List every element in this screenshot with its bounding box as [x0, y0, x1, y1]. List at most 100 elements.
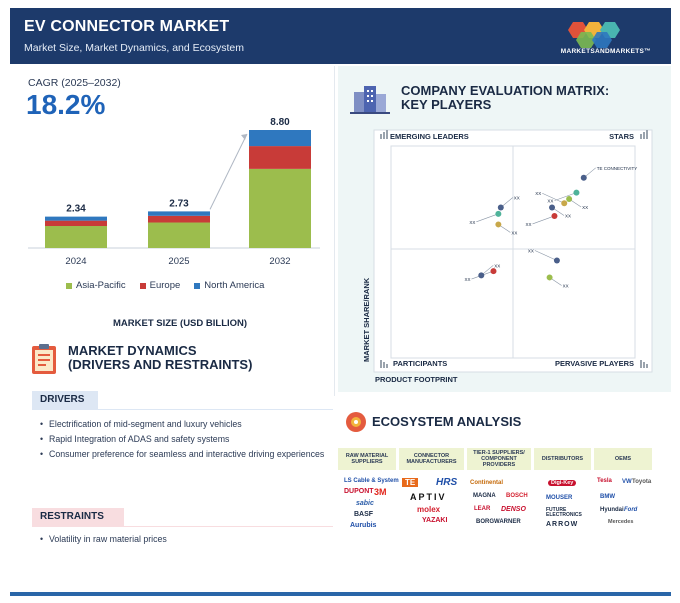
- logo-bosch: BOSCH: [506, 493, 528, 499]
- ecosystem-column-tier1-suppliers: TIER-1 SUPPLIERS/ COMPONENT PROVIDERS: [467, 448, 531, 470]
- matrix-title: COMPANY EVALUATION MATRIX: KEY PLAYERS: [401, 84, 609, 112]
- bar-value-label: 8.80: [270, 117, 290, 128]
- driver-item: Consumer preference for seamless and int…: [40, 448, 330, 460]
- logo-denso: DENSO: [501, 506, 526, 513]
- bar-rising-icon: [640, 130, 648, 139]
- logo-bmw: BMW: [600, 494, 615, 500]
- player-label: XX: [528, 248, 534, 253]
- bar-falling-icon: [380, 360, 388, 368]
- logo-arrow: ARROW: [546, 521, 579, 528]
- dynamics-title-line2: (DRIVERS AND RESTRAINTS): [68, 357, 253, 372]
- bar-segment-2024-0: [45, 226, 107, 248]
- legend-swatch: [139, 282, 146, 289]
- player-marker: [495, 210, 502, 217]
- player-marker: [551, 212, 558, 219]
- legend-label: North America: [204, 280, 265, 291]
- cagr-label: CAGR (2025–2032): [28, 77, 121, 89]
- player-label: XX: [511, 230, 517, 235]
- bar-value-label: 2.73: [169, 198, 189, 209]
- player-label: TE CONNECTIVITY: [597, 166, 638, 171]
- ecosystem-column-oems: OEMS: [594, 448, 652, 470]
- logo-mouser: MOUSER: [546, 495, 573, 501]
- logo-toyota: Toyota: [632, 479, 652, 485]
- logo-ford: Ford: [624, 507, 638, 513]
- logo-hyundai: Hyundai: [600, 507, 624, 513]
- logo-vw: VW: [622, 479, 632, 485]
- ecosystem-title: ECOSYSTEM ANALYSIS: [372, 414, 522, 429]
- player-leader-line: [532, 215, 555, 225]
- player-marker: [490, 268, 497, 275]
- player-label: XX: [582, 205, 588, 210]
- quadrant-label-pervasive-players: PERVASIVE PLAYERS: [555, 359, 634, 368]
- matrix-title-line2: KEY PLAYERS: [401, 97, 492, 112]
- x-tick-label: 2025: [168, 256, 189, 267]
- x-tick-label: 2024: [65, 256, 86, 267]
- quadrant-label-participants: PARTICIPANTS: [393, 359, 447, 368]
- evaluation-matrix-panel: COMPANY EVALUATION MATRIX: KEY PLAYERS E…: [338, 66, 671, 392]
- page-subtitle: Market Size, Market Dynamics, and Ecosys…: [24, 42, 244, 54]
- ecosystem-panel: ECOSYSTEM ANALYSIS RAW MATERIAL SUPPLIER…: [338, 396, 671, 586]
- player-leader-line: [534, 250, 558, 261]
- player-label: XX: [464, 277, 470, 282]
- legend-label: Europe: [149, 280, 181, 291]
- bar-falling-icon: [640, 360, 648, 368]
- bar-segment-2025-0: [148, 222, 210, 248]
- driver-item: Rapid Integration of ADAS and safety sys…: [40, 433, 330, 445]
- bar-segment-2032-0: [249, 168, 311, 248]
- player-marker: [495, 221, 502, 228]
- player-marker: [561, 200, 568, 207]
- logo-sabic: sabic: [356, 500, 374, 507]
- ecosystem-column-connector-manufacturers: CONNECTOR MANUFACTURERS: [399, 448, 464, 470]
- player-label: XX: [565, 213, 571, 218]
- player-marker: [580, 174, 587, 181]
- logo-tesla: Tesla: [597, 478, 612, 484]
- buildings-icon: [350, 86, 390, 114]
- page-title: EV CONNECTOR MARKET: [24, 18, 230, 35]
- player-marker: [549, 204, 556, 211]
- legend-item-europe: Europe: [139, 280, 181, 291]
- logo-dupont: DUPONT: [344, 488, 374, 495]
- clipboard-icon: [32, 344, 56, 374]
- dynamics-title-line1: MARKET DYNAMICS: [68, 343, 197, 358]
- player-leader-line: [554, 192, 577, 201]
- restraints-heading: RESTRAINTS: [32, 508, 124, 526]
- logo-molex: molex: [417, 505, 441, 514]
- chart-legend: Asia-Pacific Europe North America: [66, 280, 264, 291]
- logo-te: TE: [402, 478, 419, 487]
- player-label: XX: [494, 263, 500, 268]
- player-label: XX: [547, 199, 553, 204]
- bar-value-label: 2.34: [66, 204, 86, 215]
- bar-rising-icon: [380, 130, 388, 139]
- chart-x-label: MARKET SIZE (USD BILLION): [113, 318, 248, 329]
- footer-bar: [10, 592, 671, 596]
- dynamics-title: MARKET DYNAMICS (DRIVERS AND RESTRAINTS): [68, 344, 252, 372]
- ecosystem-column-distributors: DISTRIBUTORS: [534, 448, 591, 470]
- logo-aptiv: APTIV: [410, 492, 447, 502]
- logo-3m: 3M: [374, 487, 387, 497]
- legend-label: Asia-Pacific: [76, 280, 126, 291]
- matrix-x-axis-label: PRODUCT FOOTPRINT: [375, 375, 458, 384]
- brand-logo-icon: [568, 22, 620, 48]
- logo-ls-cable: LS Cable & System: [344, 478, 399, 484]
- player-marker: [546, 274, 553, 281]
- player-marker: [497, 204, 504, 211]
- brand-name: MARKETSANDMARKETS™: [560, 48, 651, 55]
- ecosystem-column-raw-materials: RAW MATERIAL SUPPLIERS: [338, 448, 396, 470]
- page-header: EV CONNECTOR MARKET Market Size, Market …: [10, 8, 671, 64]
- bar-segment-2025-2: [148, 211, 210, 216]
- matrix-title-line1: COMPANY EVALUATION MATRIX:: [401, 83, 610, 98]
- player-leader-line: [476, 213, 499, 223]
- logo-borgwarner: BORGWARNER: [476, 519, 521, 525]
- logo-yazaki: YAZAKI: [422, 517, 448, 524]
- logo-future-electronics: FUTURE ELECTRONICS: [546, 507, 582, 518]
- player-label: XX: [514, 195, 520, 200]
- bar-segment-2024-2: [45, 216, 107, 221]
- restraints-list: Volatility in raw material prices: [40, 533, 330, 548]
- matrix-y-axis-label: MARKET SHARE/RANK: [362, 277, 371, 362]
- restraint-item: Volatility in raw material prices: [40, 533, 330, 545]
- bar-segment-2025-1: [148, 215, 210, 223]
- bar-segment-2032-1: [249, 146, 311, 169]
- x-tick-label: 2032: [269, 256, 290, 267]
- player-label: XX: [469, 220, 475, 225]
- logo-lear: LEAR: [474, 506, 491, 512]
